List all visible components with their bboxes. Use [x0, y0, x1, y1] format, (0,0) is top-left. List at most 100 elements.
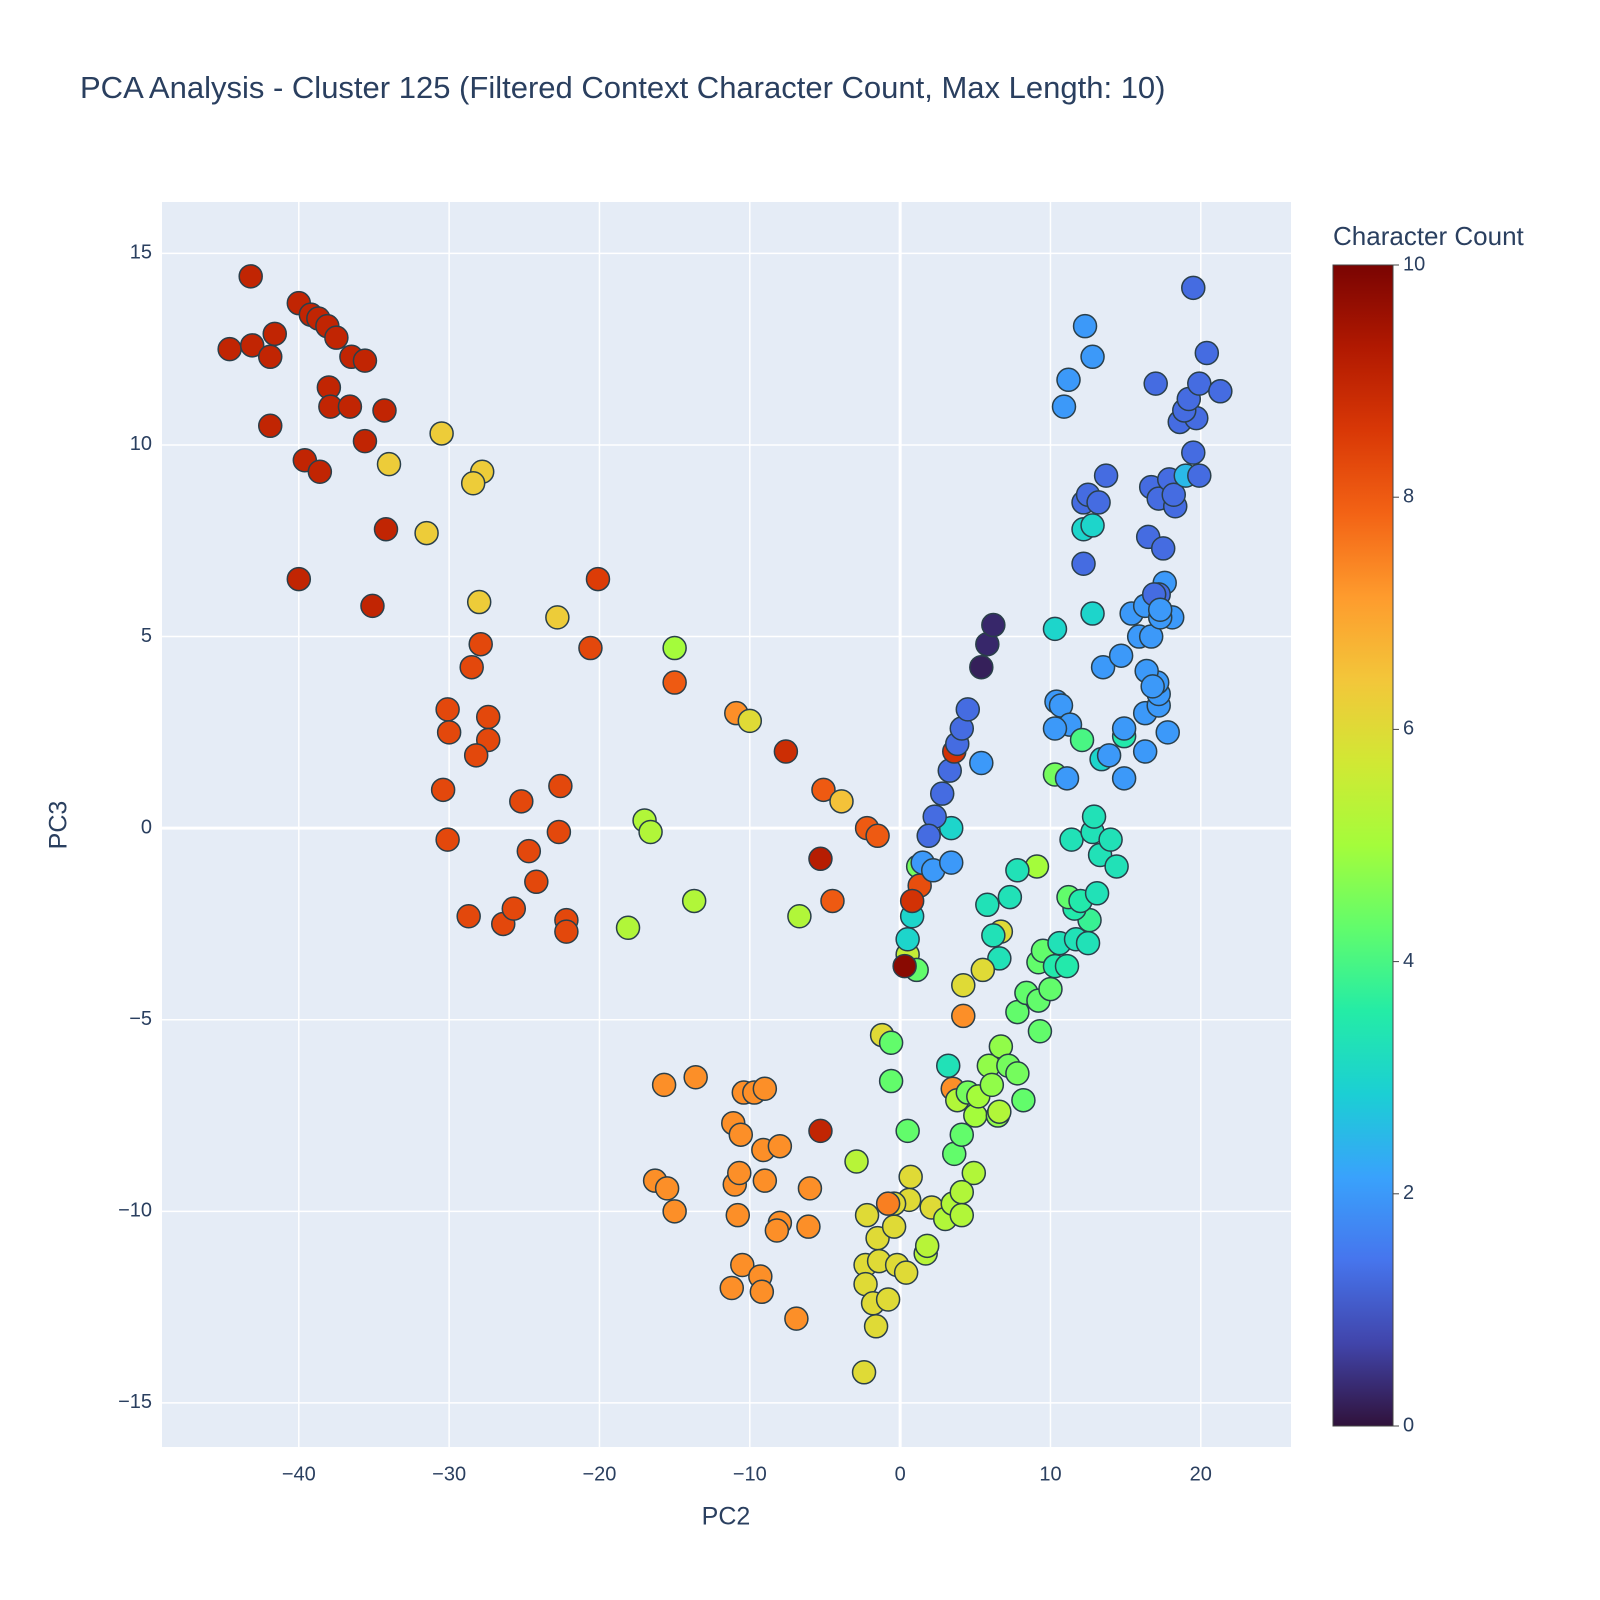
scatter-point: [475, 704, 501, 730]
scatter-point: [997, 884, 1023, 910]
scatter-point: [808, 846, 833, 872]
scatter-point: [257, 413, 283, 439]
scatter-point: [548, 773, 573, 799]
scatter-point: [1108, 643, 1134, 668]
scatter-point: [1143, 371, 1168, 396]
colorbar-tick-label: 8: [1403, 485, 1414, 507]
scatter-point: [376, 451, 402, 477]
scatter-point: [961, 1160, 987, 1186]
scatter-point: [615, 915, 641, 941]
scatter-point: [844, 1149, 869, 1174]
scatter-point: [1051, 394, 1077, 419]
scatter-point: [1098, 827, 1123, 852]
scatter-point: [949, 1179, 975, 1205]
y-tick-label: 10: [130, 433, 152, 455]
y-tick-label: −10: [118, 1200, 152, 1222]
colorbar-tick-label: 0: [1403, 1414, 1414, 1436]
scatter-point: [1056, 367, 1081, 393]
chart-title: PCA Analysis - Cluster 125 (Filtered Con…: [80, 70, 1166, 105]
scatter-point: [373, 516, 399, 542]
scatter-point: [949, 1122, 975, 1147]
scatter-point: [979, 1072, 1005, 1098]
scatter-point: [719, 1275, 745, 1301]
scatter-point: [545, 605, 570, 630]
scatter-point: [1071, 551, 1096, 576]
x-tick-label: −40: [282, 1463, 316, 1485]
x-tick-label: 10: [1039, 1463, 1061, 1485]
scatter-point: [737, 708, 763, 734]
scatter-point: [1005, 858, 1030, 883]
scatter-point: [1111, 716, 1137, 741]
scatter-point: [895, 927, 920, 952]
scatter-point: [796, 1214, 821, 1239]
scatter-point: [875, 1287, 901, 1312]
scatter-point: [1161, 482, 1186, 508]
scatter-point: [787, 904, 812, 929]
y-tick-label: −15: [118, 1391, 152, 1413]
scatter-point: [654, 1176, 680, 1201]
scatter-point: [1080, 344, 1105, 370]
scatter-point: [878, 1030, 904, 1055]
scatter-point: [1150, 536, 1176, 561]
scatter-point: [899, 888, 925, 914]
scatter-point: [752, 1076, 778, 1101]
scatter-point: [784, 1306, 809, 1331]
scatter-point: [728, 1122, 754, 1147]
scatter-point: [683, 1064, 708, 1090]
scatter-point: [1005, 1061, 1030, 1086]
scatter-point: [767, 1133, 793, 1159]
scatter-point: [764, 1218, 790, 1243]
scatter-point: [797, 1176, 823, 1201]
scatter-point: [1187, 463, 1212, 488]
colorbar-tick-label: 6: [1403, 718, 1414, 740]
scatter-point: [1132, 739, 1158, 764]
scatter-point: [955, 697, 981, 722]
scatter-point: [875, 1191, 901, 1216]
scatter-point: [820, 888, 845, 914]
x-tick-label: −20: [582, 1463, 616, 1485]
scatter-point: [881, 1214, 907, 1239]
scatter-point: [238, 264, 263, 289]
scatter-point: [1181, 275, 1206, 301]
scatter-point: [324, 325, 349, 350]
scatter-point: [1084, 881, 1110, 906]
scatter-point: [337, 394, 363, 419]
scatter-point: [914, 1233, 940, 1259]
scatter-point: [466, 589, 492, 615]
scatter-point: [662, 670, 687, 695]
scatter-point: [257, 344, 283, 370]
scatter-point: [546, 819, 572, 845]
scatter-point: [638, 819, 663, 845]
scatter-point: [352, 348, 378, 373]
scatter-point: [752, 1168, 778, 1193]
scatter-point: [1081, 804, 1107, 829]
scatter-point: [578, 635, 603, 661]
scatter-point: [893, 1260, 919, 1285]
scatter-point: [435, 827, 460, 852]
scatter-point: [662, 635, 687, 661]
y-tick-label: 15: [130, 242, 152, 264]
scatter-point: [949, 1202, 975, 1228]
scatter-point: [509, 789, 534, 814]
scatter-point: [1147, 597, 1173, 622]
scatter-point: [811, 777, 836, 803]
scatter-point: [727, 1160, 752, 1186]
scatter-point: [307, 459, 333, 485]
scatter-point: [262, 321, 287, 347]
scatter-point: [430, 777, 456, 803]
scatter-point: [662, 1199, 687, 1224]
scatter-point: [935, 1053, 961, 1078]
colorbar: [1332, 264, 1394, 1427]
x-tick-label: 0: [895, 1463, 906, 1485]
scatter-point: [516, 838, 542, 864]
scatter-point: [1038, 976, 1063, 1002]
scatter-point: [1069, 727, 1095, 753]
scatter-point: [981, 923, 1006, 948]
scatter-point: [854, 1202, 880, 1228]
scatter-point: [463, 743, 489, 768]
y-tick-label: 0: [141, 816, 152, 838]
scatter-point: [1181, 440, 1206, 465]
scatter-point: [217, 336, 242, 362]
x-axis-title: PC2: [702, 1503, 751, 1531]
